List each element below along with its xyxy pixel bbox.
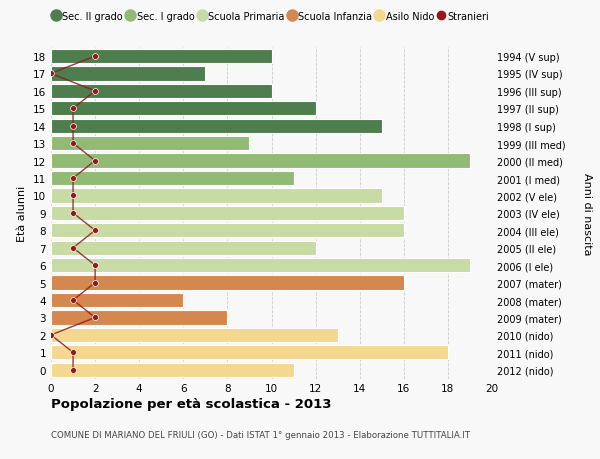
Bar: [51, 84, 272, 99]
Point: [68, 106, 78, 113]
Bar: [51, 206, 404, 221]
Text: Popolazione per età scolastica - 2013: Popolazione per età scolastica - 2013: [51, 397, 331, 410]
Bar: [51, 363, 293, 377]
Point: [68, 140, 78, 147]
Point: [46, 331, 56, 339]
Point: [68, 349, 78, 356]
Bar: [51, 137, 250, 151]
Point: [68, 245, 78, 252]
Point: [91, 227, 100, 235]
Point: [91, 280, 100, 287]
Bar: [51, 50, 272, 64]
Point: [68, 175, 78, 182]
Point: [68, 366, 78, 374]
Point: [91, 314, 100, 321]
Point: [68, 297, 78, 304]
Bar: [51, 224, 404, 238]
Point: [68, 192, 78, 200]
Point: [91, 53, 100, 61]
Legend: Sec. II grado, Sec. I grado, Scuola Primaria, Scuola Infanzia, Asilo Nido, Stran: Sec. II grado, Sec. I grado, Scuola Prim…: [50, 8, 493, 26]
Bar: [51, 328, 338, 342]
Bar: [51, 189, 382, 203]
Bar: [51, 102, 316, 116]
Text: COMUNE DI MARIANO DEL FRIULI (GO) - Dati ISTAT 1° gennaio 2013 - Elaborazione TU: COMUNE DI MARIANO DEL FRIULI (GO) - Dati…: [51, 430, 470, 439]
Bar: [51, 293, 184, 308]
Bar: [51, 346, 448, 360]
Point: [68, 123, 78, 130]
Y-axis label: Anni di nascita: Anni di nascita: [582, 172, 592, 255]
Bar: [51, 241, 316, 255]
Bar: [51, 154, 470, 168]
Point: [68, 210, 78, 217]
Bar: [51, 119, 382, 134]
Y-axis label: Età alunni: Età alunni: [17, 185, 28, 241]
Point: [91, 262, 100, 269]
Bar: [51, 276, 404, 290]
Point: [91, 157, 100, 165]
Point: [46, 71, 56, 78]
Bar: [51, 67, 205, 81]
Bar: [51, 258, 470, 273]
Bar: [51, 311, 227, 325]
Point: [91, 88, 100, 95]
Bar: [51, 172, 293, 186]
